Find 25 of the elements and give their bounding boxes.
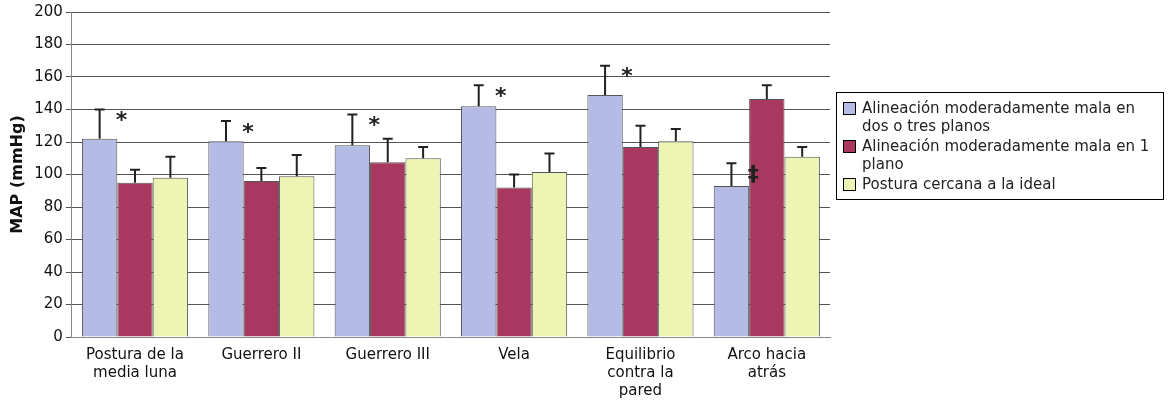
legend-label: Alineación moderadamente mala en dos o tres planos: [862, 99, 1136, 135]
y-tick-label: 100: [34, 164, 63, 183]
x-tick-label: Vela: [498, 344, 530, 363]
annotation: *: [242, 118, 255, 144]
x-tick-label: Equilibrio contra la pared: [605, 344, 676, 399]
y-tick-label: 60: [43, 229, 63, 248]
y-tick-label: 120: [34, 131, 63, 150]
y-tick-label: 40: [43, 261, 63, 280]
annotation: *: [115, 107, 128, 133]
y-tick-label: 200: [34, 1, 63, 20]
y-tick-label: 160: [34, 66, 63, 85]
y-axis-title: MAP (mmHg): [6, 115, 26, 234]
x-tick-label: Postura de la media luna: [86, 344, 184, 381]
y-tick-label: 0: [53, 326, 63, 345]
annotation: *: [494, 82, 507, 108]
x-tick-label: Guerrero III: [345, 344, 430, 363]
y-tick-label: 140: [34, 99, 63, 118]
x-tick-label: Arco hacia atrás: [727, 344, 807, 381]
y-tick-label: 180: [34, 34, 63, 53]
x-tick-label: Guerrero II: [221, 344, 302, 363]
y-tick-label: 20: [43, 294, 63, 313]
annotation: *: [368, 112, 381, 138]
legend-label: Alineación moderadamente mala en 1 plano: [862, 137, 1151, 173]
legend-label: Postura cercana a la ideal: [862, 175, 1056, 193]
y-tick-label: 80: [43, 196, 63, 215]
